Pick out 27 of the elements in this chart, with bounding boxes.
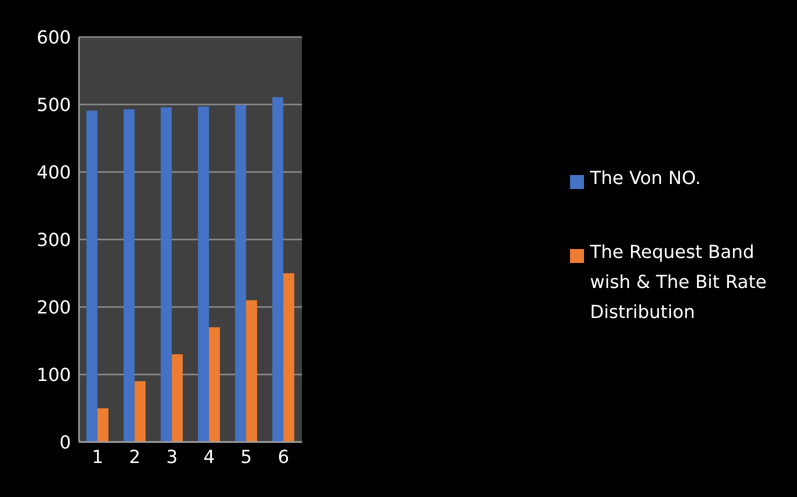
bar <box>97 408 108 442</box>
bar <box>283 273 294 442</box>
x-tick-label: 5 <box>240 446 252 468</box>
legend-label: The Request Band wish & The Bit Rate Distribution <box>590 240 768 324</box>
x-tick-label: 1 <box>92 446 104 468</box>
bar <box>272 97 284 442</box>
bar <box>124 109 135 442</box>
bar <box>208 327 220 442</box>
bar <box>134 381 146 442</box>
y-tick-label: 0 <box>60 432 71 454</box>
bar <box>172 354 183 442</box>
y-tick-label: 300 <box>36 230 71 251</box>
bar <box>198 106 209 442</box>
x-tick-label: 2 <box>129 446 140 468</box>
x-tick-label: 3 <box>166 446 178 468</box>
y-tick-label: 200 <box>36 297 71 318</box>
y-tick-label: 400 <box>36 162 71 184</box>
x-tick-label: 4 <box>203 446 215 468</box>
legend-label: The Von NO. <box>590 166 701 190</box>
y-tick-label: 100 <box>36 364 71 386</box>
bar <box>160 107 172 442</box>
y-tick-label: 500 <box>36 94 71 116</box>
bar <box>86 110 98 442</box>
bar <box>235 105 246 442</box>
x-tick-label: 6 <box>278 446 290 468</box>
y-tick-label: 600 <box>36 27 71 48</box>
bar <box>246 300 258 442</box>
